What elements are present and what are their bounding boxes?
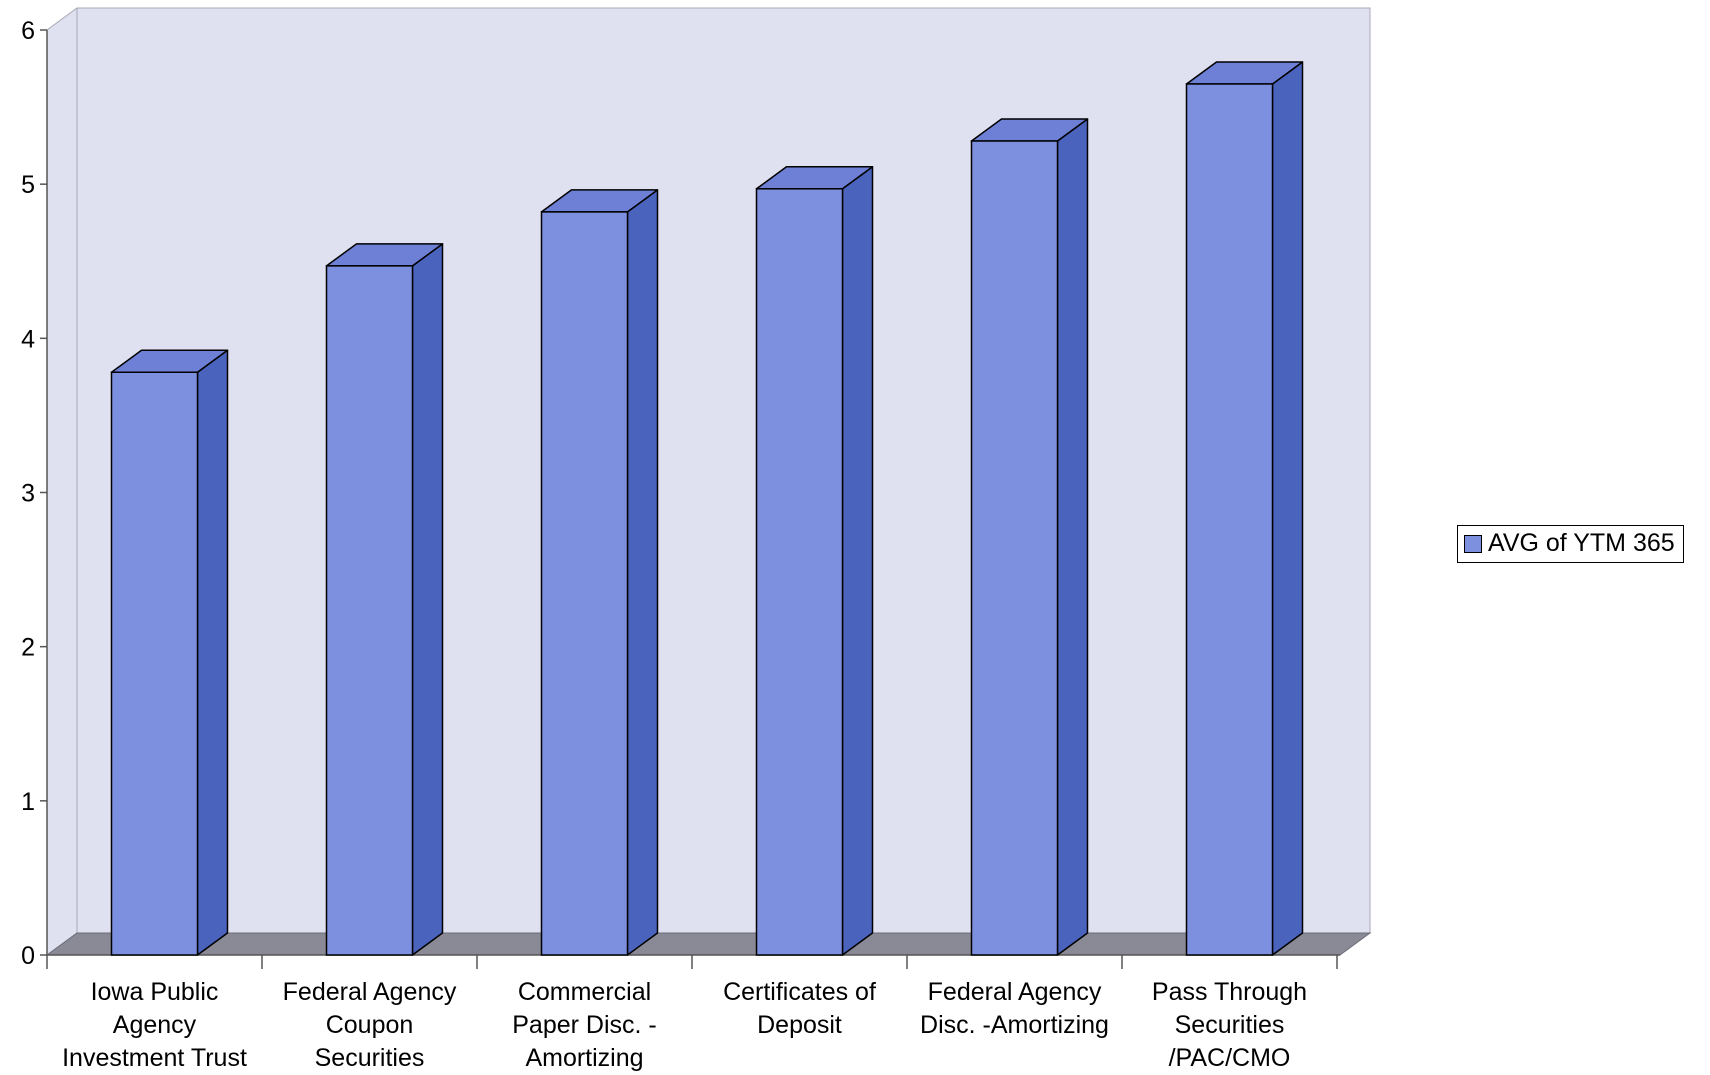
x-category-label: Deposit [757, 1011, 842, 1039]
bar-side [628, 190, 658, 955]
bar-side [843, 167, 873, 955]
y-tick-label: 3 [21, 480, 35, 508]
x-category-label: Pass Through [1152, 978, 1307, 1006]
x-category-label: Amortizing [525, 1044, 643, 1072]
bar-side [198, 350, 228, 955]
x-category-label: Coupon [326, 1011, 414, 1039]
x-category-label: Securities [1175, 1011, 1285, 1039]
legend: AVG of YTM 365 [1457, 525, 1684, 563]
x-category-label: Disc. -Amortizing [920, 1011, 1109, 1039]
legend-label: AVG of YTM 365 [1488, 529, 1675, 558]
bar [542, 212, 628, 955]
legend-swatch [1464, 535, 1482, 553]
y-tick-label: 5 [21, 171, 35, 199]
y-tick-label: 0 [21, 942, 35, 970]
x-category-label: Agency [113, 1011, 197, 1039]
bar-side [1058, 119, 1088, 955]
bar [112, 372, 198, 955]
x-category-label: /PAC/CMO [1169, 1044, 1291, 1072]
bar [757, 189, 843, 955]
x-category-label: Securities [315, 1044, 425, 1072]
x-category-label: Federal Agency [283, 978, 457, 1006]
y-tick-label: 1 [21, 788, 35, 816]
x-category-label: Paper Disc. - [512, 1011, 656, 1039]
bar [972, 141, 1058, 955]
y-tick-label: 6 [21, 17, 35, 45]
x-category-label: Commercial [518, 978, 651, 1006]
x-category-label: Federal Agency [928, 978, 1102, 1006]
y-tick-label: 2 [21, 634, 35, 662]
bar [327, 266, 413, 955]
x-category-label: Iowa Public [91, 978, 219, 1006]
bar-side [1273, 62, 1303, 955]
x-category-label: Certificates of [723, 978, 876, 1006]
x-category-label: Investment Trust [62, 1044, 247, 1072]
bar [1187, 84, 1273, 955]
plot-wall [47, 8, 1370, 955]
plot-floor [47, 933, 1370, 955]
y-tick-label: 4 [21, 325, 35, 353]
bar-side [413, 244, 443, 955]
